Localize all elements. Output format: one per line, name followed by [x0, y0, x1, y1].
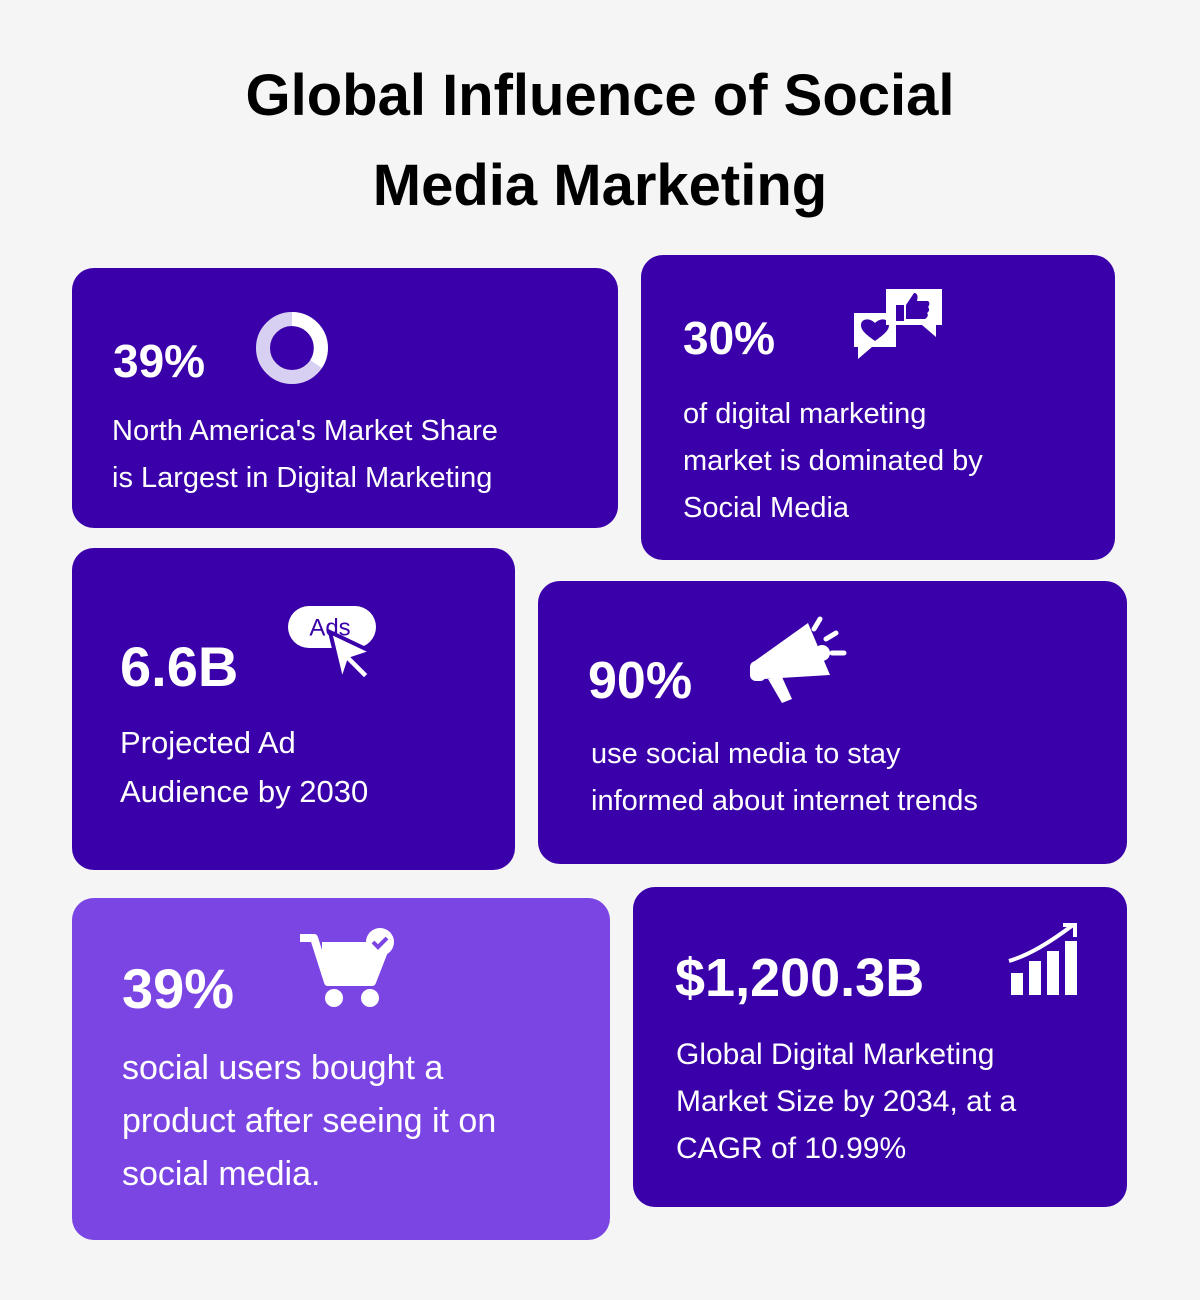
ads-icon: Ads [288, 606, 378, 690]
description: North America's Market Share is Largest … [112, 408, 498, 502]
stat-card: 39% North America's Market Share is Larg… [72, 268, 618, 528]
stat-card: $1,200.3B Global Digital Marketing Marke… [633, 887, 1127, 1207]
stat: 90% [588, 652, 693, 710]
description-line: social users bought a [122, 1049, 444, 1087]
description-line: Social Media [683, 492, 850, 524]
stat-card: 90% use social media to stay informed ab… [538, 581, 1127, 864]
description-line: is Largest in Digital Marketing [112, 462, 493, 494]
megaphone-icon [750, 616, 847, 703]
description-line: informed about internet trends [591, 785, 978, 817]
stat: 30% [683, 312, 776, 364]
title-line: Media Marketing [372, 153, 828, 218]
stat-card: 30% of digital marketing market is domin… [641, 255, 1115, 560]
stat: 39% [113, 335, 206, 387]
stat: 6.6B [120, 635, 239, 698]
description-line: product after seeing it on [122, 1102, 497, 1140]
description-line: Market Size by 2034, at a [676, 1085, 1017, 1118]
stat-card: 39% social users bought a product after … [72, 898, 610, 1240]
cart-icon [300, 928, 394, 1007]
description-line: Global Digital Marketing [676, 1038, 995, 1071]
description-line: market is dominated by [683, 445, 983, 477]
description-line: use social media to stay [591, 738, 901, 770]
stat: $1,200.3B [675, 948, 925, 1008]
description-line: social media. [122, 1155, 321, 1193]
description-line: Audience by 2030 [120, 774, 369, 809]
description-line: North America's Market Share [112, 415, 498, 447]
description: social users bought a product after seei… [122, 1042, 496, 1201]
stat: 39% [122, 957, 235, 1020]
stat-card: 6.6B Ads Projected Ad Audience by 2030 [72, 548, 515, 870]
description: of digital marketing market is dominated… [683, 391, 983, 532]
description-line: of digital marketing [683, 398, 927, 430]
growth-icon [1008, 923, 1077, 995]
description: Projected Ad Audience by 2030 [120, 718, 368, 816]
chat-like-icon [854, 289, 942, 359]
description-line: Projected Ad [120, 725, 296, 760]
description: use social media to stay informed about … [591, 731, 978, 825]
description: Global Digital Marketing Market Size by … [676, 1031, 1016, 1172]
donut-icon [256, 312, 328, 384]
description-line: CAGR of 10.99% [676, 1132, 907, 1165]
title-line: Global Influence of Social [245, 63, 955, 128]
